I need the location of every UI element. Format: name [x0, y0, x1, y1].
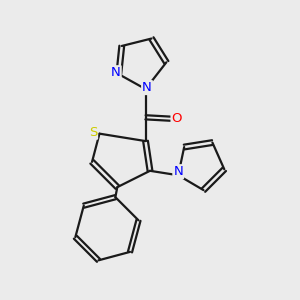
Text: N: N: [111, 66, 121, 79]
Text: N: N: [142, 81, 152, 94]
Text: S: S: [89, 126, 97, 139]
Text: N: N: [173, 165, 183, 178]
Text: O: O: [172, 112, 182, 125]
